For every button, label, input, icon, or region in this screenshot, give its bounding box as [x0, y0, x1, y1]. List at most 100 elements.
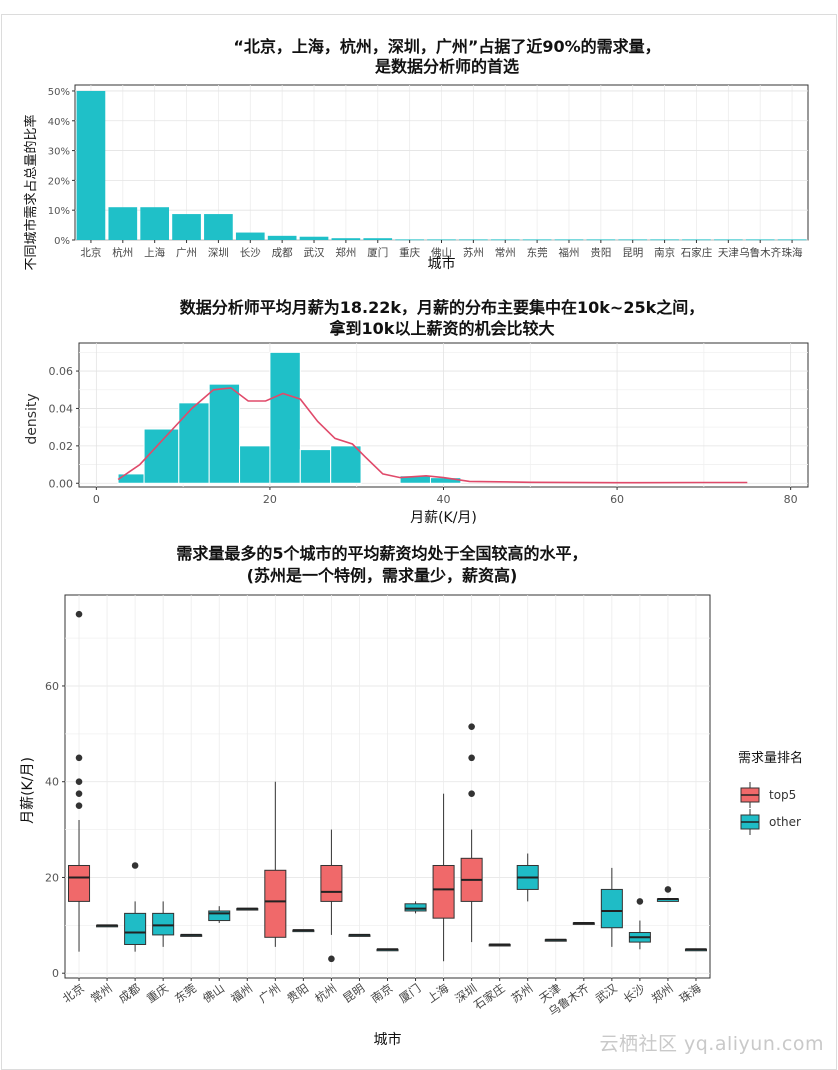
density-curve	[117, 387, 748, 484]
chart-title-line: “北京，上海，杭州，深圳，广州”占据了近90%的需求量，	[233, 37, 660, 56]
box-body	[320, 864, 343, 902]
x-tick-label: 杭州	[112, 246, 133, 259]
box-昆明	[348, 933, 371, 937]
x-tick-label: 广州	[176, 247, 197, 259]
box-郑州	[656, 886, 679, 902]
x-tick-label: 南京	[654, 246, 675, 259]
x-tick-label: 深圳	[208, 247, 229, 259]
outlier-point	[328, 955, 335, 963]
bar-贵阳	[586, 239, 616, 241]
x-tick-label: 郑州	[335, 246, 356, 259]
bar-深圳	[204, 214, 233, 240]
x-tick-label: 东莞	[172, 981, 199, 1006]
x-tick-label: 昆明	[622, 247, 643, 259]
histogram-bar	[299, 449, 332, 484]
box-长沙	[628, 898, 651, 950]
chart-title-line: 需求量最多的5个城市的平均薪资均处于全国较高的水平，	[176, 544, 587, 563]
outlier-point	[75, 802, 83, 809]
box-body	[404, 903, 427, 912]
x-tick-label: 苏州	[463, 246, 484, 259]
box-北京	[68, 610, 91, 952]
box-上海	[432, 793, 455, 962]
x-tick-label: 北京	[60, 981, 87, 1006]
bar-南京	[650, 239, 679, 241]
box-佛山	[208, 906, 231, 923]
bar-武汉	[299, 236, 329, 240]
y-tick-label: 20%	[48, 176, 70, 187]
bar-天津	[713, 239, 743, 241]
box-body	[124, 912, 147, 945]
y-axis-title: density	[24, 393, 40, 444]
outlier-point	[664, 886, 672, 893]
y-tick-label: 20	[45, 871, 59, 884]
y-tick-label: 0.04	[49, 402, 74, 415]
chart-title-line: 拿到10k以上薪资的机会比较大	[329, 319, 555, 338]
histogram-bar	[208, 383, 241, 484]
legend-label: other	[769, 815, 801, 829]
bar-东莞	[522, 239, 552, 241]
x-tick-label: 乌鲁木齐	[739, 246, 781, 259]
y-tick-label: 40	[45, 776, 59, 789]
histogram-bar	[239, 445, 271, 484]
legend-key-other	[740, 809, 760, 835]
box-武汉	[600, 867, 623, 947]
x-tick-label: 苏州	[509, 981, 536, 1006]
box-福州	[236, 907, 259, 911]
bar-苏州	[459, 239, 488, 241]
x-tick-label: 广州	[256, 981, 283, 1006]
box-杭州	[320, 829, 343, 963]
chart-title-line: 数据分析师平均月薪为18.22k，月薪的分布主要集中在10k~25k之间，	[180, 298, 704, 317]
bottom-panel: 需求量最多的5个城市的平均薪资均处于全国较高的水平， (苏州是一个特例，需求量少，…	[1, 534, 837, 1070]
x-tick-label: 石家庄	[681, 246, 713, 259]
bar-郑州	[331, 238, 361, 240]
histogram-bar	[330, 445, 362, 484]
outlier-point	[468, 790, 475, 797]
bar-长沙	[235, 232, 265, 240]
x-tick-label: 上海	[424, 981, 451, 1006]
x-tick-label: 天津	[718, 247, 739, 259]
x-tick-label: 武汉	[304, 246, 325, 259]
bar-北京	[76, 90, 106, 240]
x-tick-label: 常州	[88, 981, 115, 1006]
x-tick-label: 长沙	[621, 981, 648, 1006]
y-tick-label: 40%	[48, 117, 70, 128]
bar-常州	[490, 239, 520, 241]
x-tick-label: 上海	[144, 246, 165, 259]
x-tick-label: 20	[263, 493, 277, 506]
box-东莞	[180, 933, 203, 937]
x-tick-label: 厦门	[367, 246, 388, 259]
box-body	[208, 910, 231, 922]
watermark: 云栖社区 yq.aliyun.com	[599, 1033, 824, 1055]
box-常州	[96, 924, 119, 928]
box-南京	[376, 948, 399, 952]
bar-厦门	[363, 238, 393, 240]
bar-石家庄	[682, 239, 711, 241]
outlier-point	[468, 754, 475, 762]
bar-成都	[267, 235, 297, 240]
x-tick-label: 长沙	[240, 247, 261, 259]
x-tick-label: 重庆	[144, 981, 171, 1006]
outlier-point	[75, 610, 83, 618]
outlier-point	[75, 790, 83, 797]
x-tick-label: 珠海	[782, 246, 803, 259]
x-axis-title: 城市	[428, 255, 456, 272]
x-tick-label: 60	[610, 493, 624, 506]
box-天津	[544, 938, 567, 942]
y-tick-label: 0%	[54, 236, 70, 247]
box-深圳	[460, 723, 483, 943]
chart-title-line: (苏州是一个特例，需求量少，薪资高)	[247, 566, 518, 585]
x-tick-label: 福州	[228, 981, 255, 1006]
x-tick-label: 贵阳	[590, 246, 611, 259]
box-厦门	[404, 901, 427, 914]
city-salary-boxplot-chart: 需求量最多的5个城市的平均薪资均处于全国较高的水平， (苏州是一个特例，需求量少，…	[20, 544, 803, 1048]
x-axis-title: 城市	[374, 1031, 402, 1048]
x-tick-label: 重庆	[399, 246, 420, 259]
y-tick-label: 0	[52, 967, 59, 980]
bar-重庆	[395, 239, 424, 241]
histogram-bar	[117, 473, 145, 484]
x-axis-title: 月薪(K/月)	[410, 510, 477, 526]
box-乌鲁木齐	[572, 921, 595, 925]
x-tick-label: 珠海	[677, 981, 704, 1006]
box-广州	[264, 781, 287, 947]
